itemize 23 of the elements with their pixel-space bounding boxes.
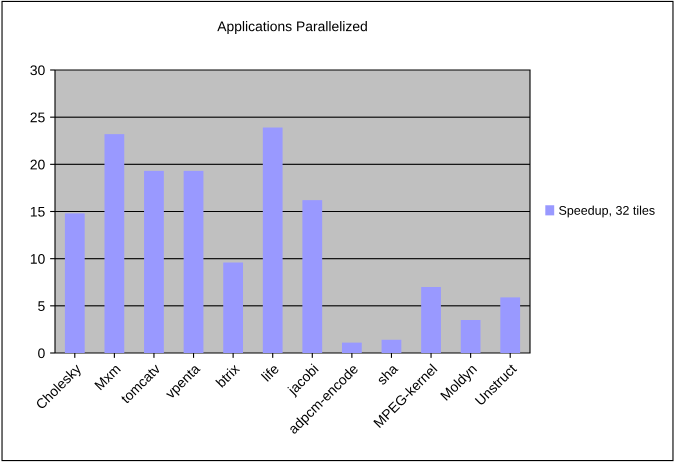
bar [421, 286, 441, 353]
y-tick-label: 5 [38, 301, 45, 312]
y-tick-label: 25 [30, 112, 45, 122]
bar [144, 170, 164, 353]
y-tick-label: 20 [30, 160, 45, 170]
bar [342, 342, 362, 353]
bar [104, 134, 124, 353]
x-tick-label: life [260, 363, 280, 382]
y-tick-label: 30 [30, 65, 45, 76]
bar [184, 170, 204, 353]
y-tick-label: 15 [30, 206, 45, 217]
bar [460, 320, 481, 353]
bar [64, 213, 85, 353]
x-tick-label: btrix [215, 362, 240, 388]
y-tick-label: 10 [30, 254, 45, 264]
bar [262, 128, 283, 353]
legend-label: Speedup, 32 tiles [559, 206, 655, 218]
chart-title: Applications Parallelized [217, 21, 367, 34]
bar [382, 340, 402, 353]
bar [302, 200, 322, 353]
y-tick-label: 0 [38, 348, 45, 358]
bar [500, 297, 520, 353]
bar [223, 262, 244, 353]
